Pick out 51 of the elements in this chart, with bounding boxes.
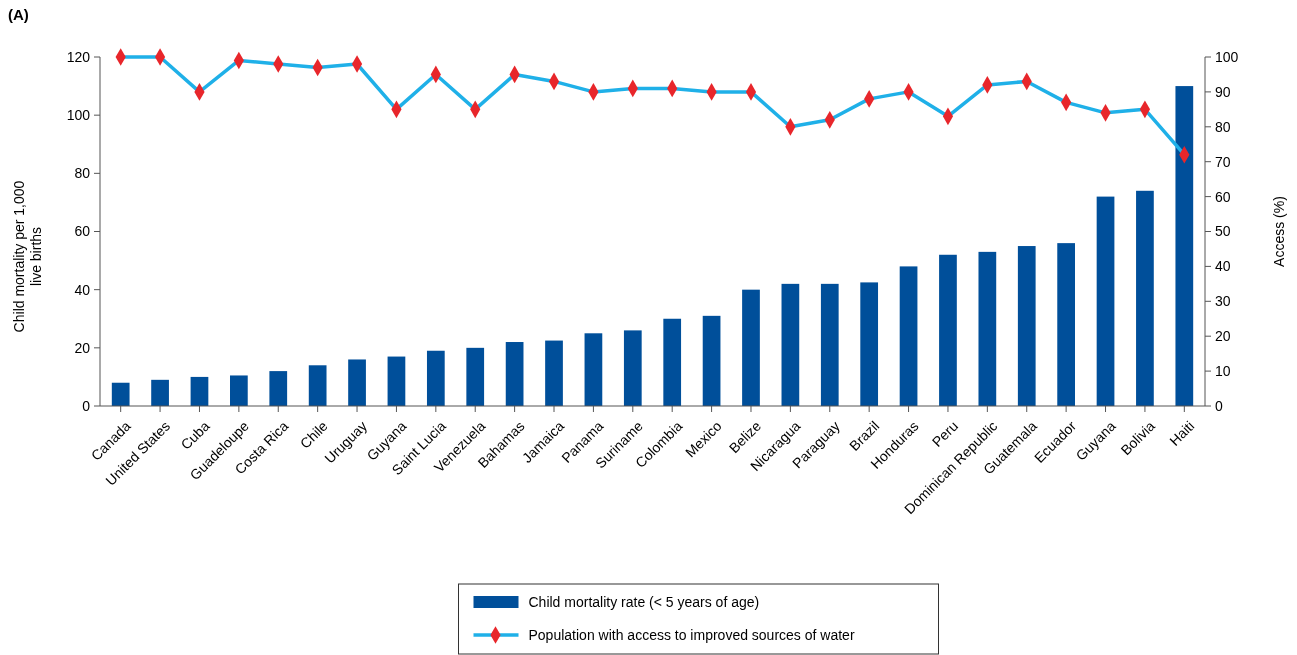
y2-tick-label: 80: [1215, 118, 1231, 135]
y2-tick-label: 40: [1215, 258, 1231, 275]
bar: [939, 254, 957, 406]
bar: [781, 283, 800, 406]
bar: [111, 382, 130, 406]
bar: [466, 347, 485, 406]
y2-tick-label: 30: [1215, 293, 1231, 310]
y2-tick-label: 10: [1215, 363, 1231, 379]
y2-axis-title: Access (%): [1271, 196, 1287, 267]
y2-tick-label: 0: [1215, 397, 1223, 414]
y-tick-label: 120: [66, 48, 91, 65]
bar: [623, 330, 642, 406]
bar: [426, 350, 445, 406]
bar: [1057, 243, 1075, 406]
bar: [702, 315, 721, 406]
bar: [584, 333, 603, 406]
y-tick-label: 0: [82, 397, 91, 414]
bar: [1096, 196, 1115, 406]
y-tick-label: 60: [74, 223, 91, 240]
bar: [820, 283, 839, 406]
legend-label: Population with access to improved sources of water: [528, 626, 855, 643]
y-tick-label: 80: [74, 165, 91, 182]
bar: [742, 289, 760, 406]
bar: [663, 318, 682, 406]
y2-tick-label: 50: [1215, 223, 1231, 240]
y-tick-label: 40: [74, 281, 91, 298]
bar: [190, 376, 209, 406]
bar: [505, 342, 524, 406]
bar: [978, 251, 997, 406]
chart-title: (A): [8, 6, 29, 23]
y-tick-label: 100: [66, 107, 91, 124]
bar: [1017, 246, 1036, 406]
y2-tick-label: 90: [1215, 83, 1231, 100]
y2-tick-label: 20: [1215, 328, 1231, 345]
y-tick-label: 20: [74, 339, 91, 356]
bar: [1175, 86, 1194, 406]
bar: [230, 375, 248, 406]
y2-tick-label: 60: [1215, 188, 1231, 205]
y2-tick-label: 100: [1215, 48, 1239, 65]
y2-tick-label: 70: [1215, 153, 1231, 170]
bar: [1136, 190, 1154, 406]
bar: [387, 356, 406, 406]
bar: [860, 282, 879, 406]
bar: [151, 379, 169, 406]
bar: [545, 340, 563, 406]
bar: [308, 365, 327, 406]
bar: [899, 266, 918, 406]
y-axis-title: Child mortality per 1,000 live births: [11, 180, 44, 333]
bar: [269, 371, 288, 406]
legend-label: Child mortality rate (< 5 years of age): [528, 593, 760, 610]
bar: [348, 359, 366, 406]
